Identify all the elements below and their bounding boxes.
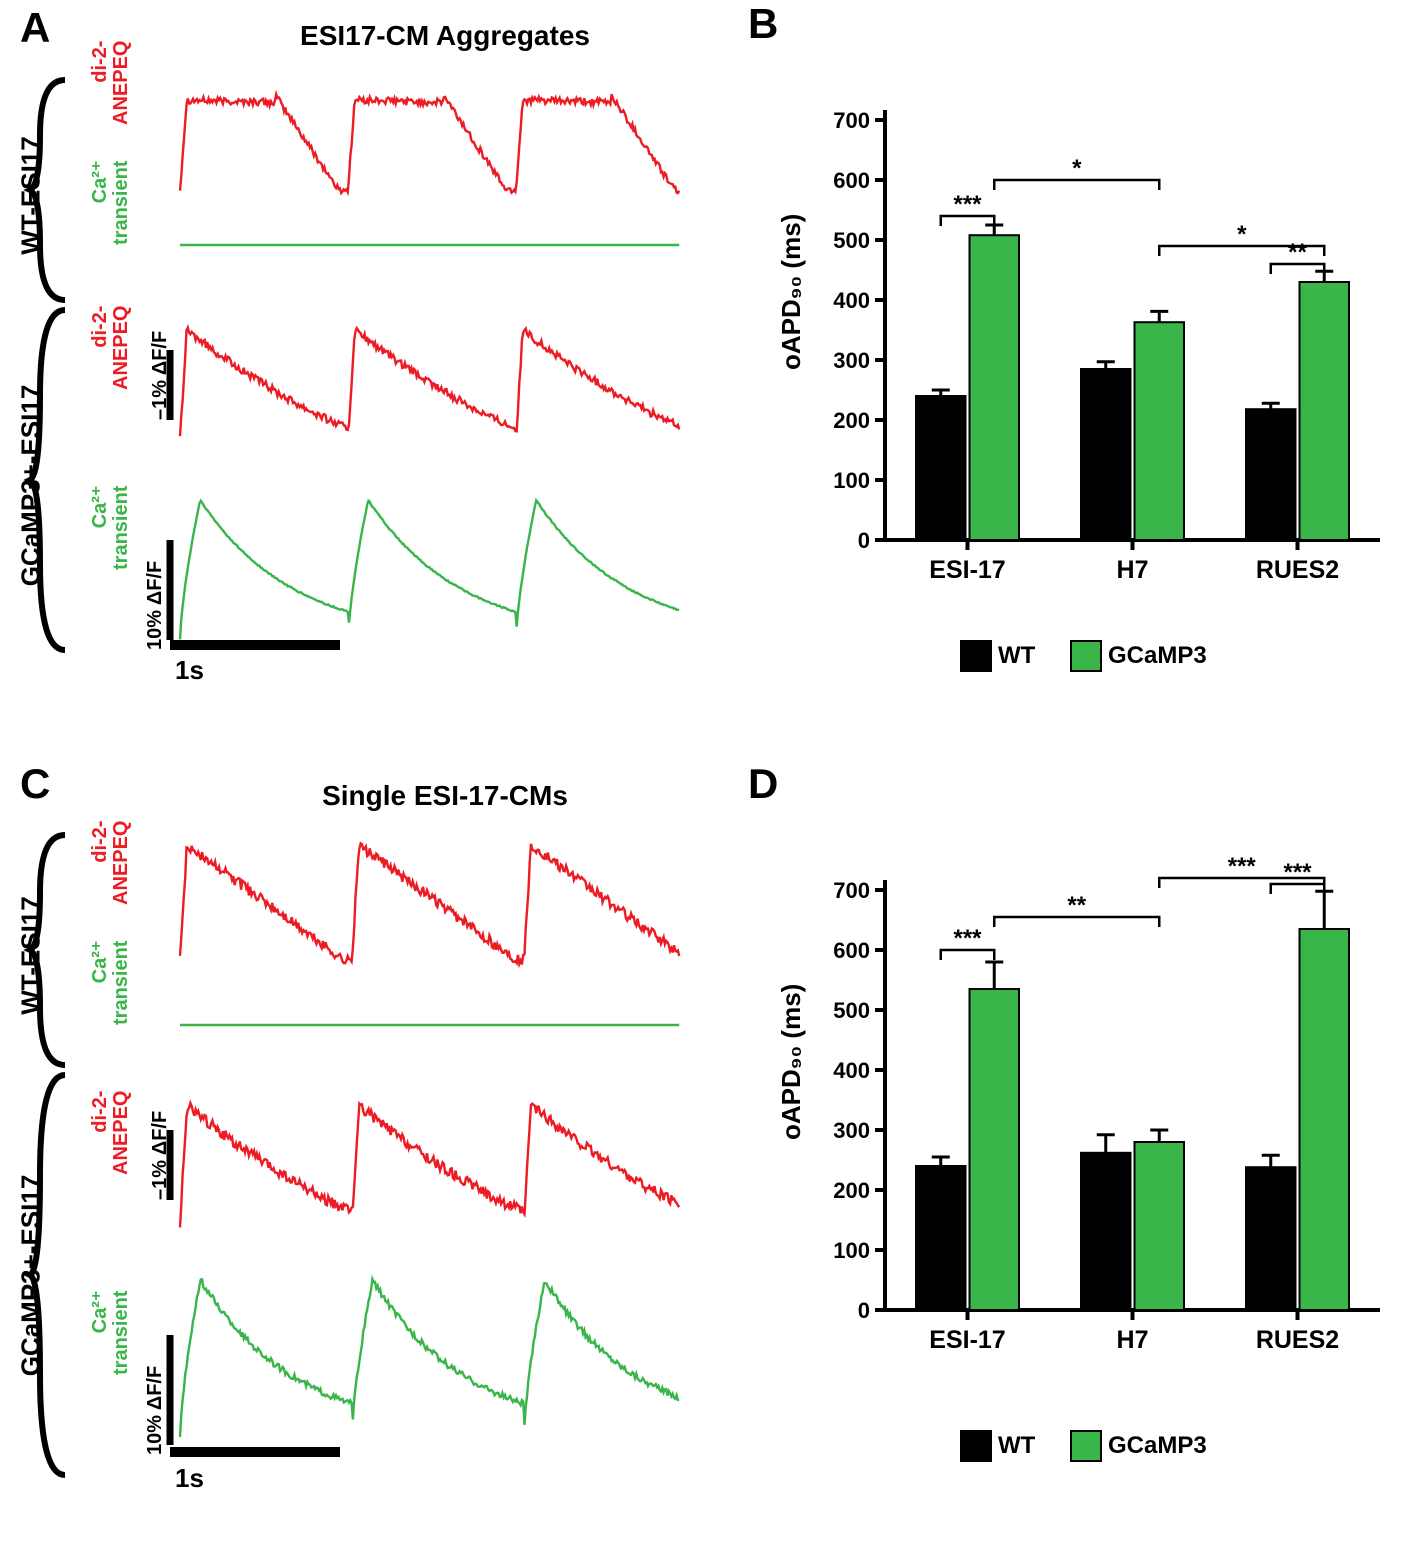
legend-wt-swatch-d <box>960 1430 992 1462</box>
panel-c-title: Single ESI-17-CMs <box>230 780 660 812</box>
trace-red-label-a2: di-2- ANEPEQ <box>90 306 132 390</box>
panel-d-chart: 0100200300400500600700ESI-17H7RUES2*****… <box>810 820 1400 1380</box>
scale-y2-label-a: 10% ΔF/F <box>145 561 166 650</box>
c-green-l1: Ca²⁺ <box>89 941 111 984</box>
gcamp-esi17-label-c: GCaMP3+-ESI17 <box>15 1175 46 1377</box>
scale-y1-label-a: –1% ΔF/F <box>150 331 171 420</box>
legend-wt-text-d: WT <box>998 1432 1035 1460</box>
panel-d-ylabel: oAPD₉₀ (ms) <box>776 984 807 1140</box>
svg-text:ESI-17: ESI-17 <box>929 1326 1005 1354</box>
scale-x-label-c: 1s <box>175 1463 204 1494</box>
panel-a-traces <box>170 70 710 690</box>
svg-text:ESI-17: ESI-17 <box>929 556 1005 584</box>
panel-letter-c: C <box>20 760 50 808</box>
wt-esi17-label-a: WT-ESI17 <box>16 136 47 254</box>
legend-wt-text-b: WT <box>998 642 1035 670</box>
trace-red-l1-b: di-2- <box>89 306 111 348</box>
panel-b-chart: 0100200300400500600700ESI-17H7RUES2*****… <box>810 50 1400 610</box>
svg-text:200: 200 <box>833 408 870 433</box>
svg-text:400: 400 <box>833 288 870 313</box>
svg-text:0: 0 <box>858 1298 870 1323</box>
svg-text:H7: H7 <box>1117 1326 1149 1354</box>
svg-text:RUES2: RUES2 <box>1256 1326 1339 1354</box>
svg-text:***: *** <box>953 925 982 952</box>
svg-text:RUES2: RUES2 <box>1256 556 1339 584</box>
panel-letter-b: B <box>748 0 778 48</box>
svg-text:500: 500 <box>833 228 870 253</box>
c-green-l1-b: Ca²⁺ <box>89 1291 111 1334</box>
trace-red-l2-b: ANEPEQ <box>111 306 132 390</box>
svg-text:200: 200 <box>833 1178 870 1203</box>
svg-text:100: 100 <box>833 468 870 493</box>
c-red-l1: di-2- <box>89 821 111 863</box>
legend-gcamp-swatch-d <box>1070 1430 1102 1462</box>
trace-green-label-a2: Ca²⁺ transient <box>90 486 132 570</box>
legend-gcamp-text-b: GCaMP3 <box>1108 642 1207 670</box>
c-red-l2-b: ANEPEQ <box>111 1091 132 1175</box>
trace-green-label-c2: Ca²⁺ transient <box>90 1291 132 1375</box>
svg-text:**: ** <box>1067 892 1086 919</box>
svg-text:500: 500 <box>833 998 870 1023</box>
svg-text:*: * <box>1237 221 1247 248</box>
panel-c-traces <box>170 825 710 1505</box>
scale-x-label-a: 1s <box>175 655 204 686</box>
svg-text:100: 100 <box>833 1238 870 1263</box>
trace-red-label-c2: di-2- ANEPEQ <box>90 1091 132 1175</box>
svg-text:***: *** <box>1283 859 1312 886</box>
svg-text:300: 300 <box>833 348 870 373</box>
trace-green-l1-b: Ca²⁺ <box>89 486 111 529</box>
svg-text:600: 600 <box>833 168 870 193</box>
legend-gcamp-text-d: GCaMP3 <box>1108 1432 1207 1460</box>
legend-wt-swatch-b <box>960 640 992 672</box>
wt-esi17-label-c: WT-ESI17 <box>16 896 47 1014</box>
svg-text:***: *** <box>953 191 982 218</box>
trace-green-l2: transient <box>111 161 132 245</box>
svg-text:300: 300 <box>833 1118 870 1143</box>
svg-text:**: ** <box>1288 239 1307 266</box>
trace-red-label-c1: di-2- ANEPEQ <box>90 821 132 905</box>
svg-text:400: 400 <box>833 1058 870 1083</box>
panel-letter-d: D <box>748 760 778 808</box>
trace-green-l2-b: transient <box>111 486 132 570</box>
trace-red-l1: di-2- <box>89 41 111 83</box>
svg-text:700: 700 <box>833 108 870 133</box>
svg-text:*: * <box>1072 155 1082 182</box>
svg-text:***: *** <box>1228 853 1257 880</box>
scale-x-c <box>170 1445 370 1465</box>
trace-green-label-c1: Ca²⁺ transient <box>90 941 132 1025</box>
panel-a-title: ESI17-CM Aggregates <box>230 20 660 52</box>
trace-green-l1: Ca²⁺ <box>89 161 111 204</box>
svg-text:H7: H7 <box>1117 556 1149 584</box>
c-green-l2-b: transient <box>111 1291 132 1375</box>
svg-text:0: 0 <box>858 528 870 553</box>
c-red-l2: ANEPEQ <box>111 821 132 905</box>
trace-red-l2: ANEPEQ <box>111 41 132 125</box>
gcamp-esi17-label-a: GCaMP3+-ESI17 <box>15 385 46 587</box>
panel-letter-a: A <box>20 4 50 52</box>
scale-y2-label-c: 10% ΔF/F <box>145 1366 166 1455</box>
scale-y1-label-c: –1% ΔF/F <box>150 1111 171 1200</box>
svg-text:700: 700 <box>833 878 870 903</box>
c-red-l1-b: di-2- <box>89 1091 111 1133</box>
legend-gcamp-swatch-b <box>1070 640 1102 672</box>
panel-b-ylabel: oAPD₉₀ (ms) <box>776 214 807 370</box>
c-green-l2: transient <box>111 941 132 1025</box>
trace-green-label-a1: Ca²⁺ transient <box>90 161 132 245</box>
trace-red-label-a1: di-2- ANEPEQ <box>90 41 132 125</box>
svg-text:600: 600 <box>833 938 870 963</box>
